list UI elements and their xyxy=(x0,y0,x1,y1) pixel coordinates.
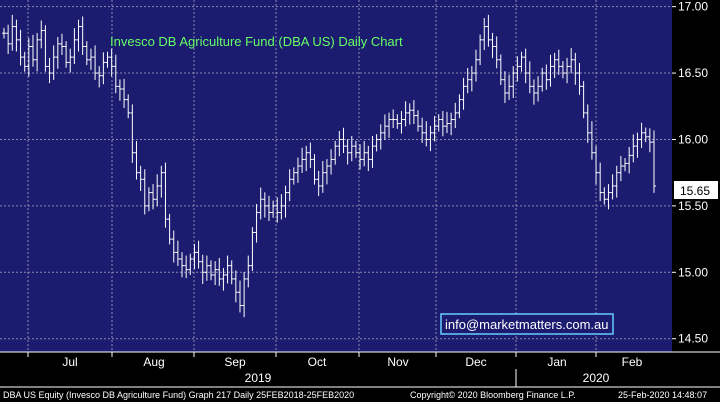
month-label: Nov xyxy=(387,355,408,369)
month-label: Aug xyxy=(143,355,164,369)
year-labels: 2019 2020 xyxy=(245,371,610,385)
email-box xyxy=(440,313,614,335)
last-price-tag: 15.65 xyxy=(674,181,718,199)
y-tick-label: 16.00 xyxy=(678,132,708,146)
month-label: Feb xyxy=(622,355,643,369)
month-label: Dec xyxy=(465,355,486,369)
y-tick-label: 15.50 xyxy=(678,199,708,213)
month-labels: Jul Aug Sep Oct Nov Dec Jan Feb xyxy=(0,351,720,388)
last-price-tag-box xyxy=(674,181,718,199)
y-axis-ticks: 17.00 16.50 16.00 15.50 15.00 14.50 xyxy=(672,0,708,346)
chart-title: Invesco DB Agriculture Fund (DBA US) Dai… xyxy=(110,34,403,49)
email-annotation: info@marketmatters.com.au xyxy=(440,313,614,335)
month-label: Sep xyxy=(224,355,246,369)
y-tick-label: 14.50 xyxy=(678,332,708,346)
footer-center: Copyright© 2020 Bloomberg Finance L.P. xyxy=(410,390,576,400)
email-text: info@marketmatters.com.au xyxy=(445,317,608,332)
last-price-value: 15.65 xyxy=(680,184,710,198)
grid-lines xyxy=(0,0,672,352)
price-bars xyxy=(2,14,656,318)
year-label: 2020 xyxy=(583,371,610,385)
footer-left: DBA US Equity (Invesco DB Agriculture Fu… xyxy=(3,390,354,400)
y-tick-label: 15.00 xyxy=(678,265,708,279)
month-label: Jan xyxy=(547,355,566,369)
y-tick-label: 16.50 xyxy=(678,66,708,80)
y-tick-label: 17.00 xyxy=(678,0,708,14)
month-label: Oct xyxy=(308,355,327,369)
month-label: Jul xyxy=(62,355,77,369)
year-label: 2019 xyxy=(245,371,272,385)
footer-right: 25-Feb-2020 14:48:07 xyxy=(618,390,707,400)
